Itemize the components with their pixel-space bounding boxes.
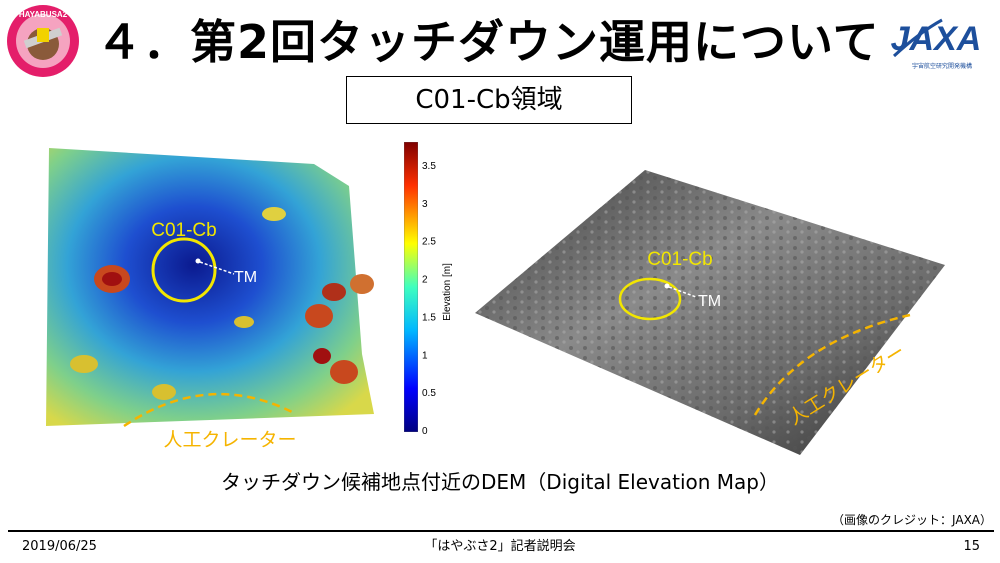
relief-tm-dot	[664, 283, 670, 289]
dem-region-circle	[151, 237, 217, 303]
footer-event: 「はやぶさ2」記者説明会	[424, 539, 576, 554]
image-credit: （画像のクレジット：JAXA）	[832, 513, 992, 527]
colorbar-tick-label: 0.5	[422, 388, 436, 399]
colorbar-tick-labels: 3.5 3 2.5 2 1.5 1 0.5 0	[422, 161, 436, 437]
region-subtitle-box: C01-Cb領域	[346, 76, 632, 124]
dem-crater-label: 人工クレーター	[163, 429, 296, 451]
elevation-colorbar	[404, 142, 418, 432]
colorbar-tick-label: 3.5	[422, 161, 436, 172]
figure-caption: タッチダウン候補地点付近のDEM（Digital Elevation Map）	[221, 470, 779, 494]
colorbar-tick-label: 2.5	[422, 237, 436, 248]
colorbar-label: Elevation [m]	[442, 263, 453, 321]
relief-3d-render: C01-Cb TM 人工クレーター	[475, 170, 945, 455]
dem-tm-leader	[199, 261, 235, 275]
relief-tm-label: TM	[698, 293, 721, 310]
footer-divider	[8, 530, 994, 532]
relief-region-label: C01-Cb	[647, 249, 712, 270]
relief-crater-arc	[753, 313, 911, 416]
colorbar-tick-label: 2	[422, 275, 428, 286]
dem-crater-label-wrap: 人工クレーター	[163, 429, 296, 451]
colorbar-tick-label: 3	[422, 199, 428, 210]
page-number: 15	[963, 539, 980, 554]
footer-date: 2019/06/25	[22, 539, 97, 554]
relief-texture	[475, 170, 945, 455]
dem-tm-label: TM	[234, 269, 257, 286]
jaxa-logo-text: JAXA	[891, 20, 982, 58]
dem-boulders	[70, 207, 374, 400]
dem-region-label: C01-Cb	[151, 220, 216, 241]
colorbar-axis: 3.5 3 2.5 2 1.5 1 0.5 0 Elevation [m]	[422, 161, 453, 437]
colorbar-tick-label: 1.5	[422, 312, 436, 323]
dem-tm-dot	[195, 258, 201, 264]
dem-crater-arc	[123, 392, 297, 428]
jaxa-logo: JAXA 宇宙航空研究開発機構	[891, 18, 982, 70]
hayabusa2-mission-patch: HAYABUSA2	[7, 5, 79, 77]
colorbar-tick-label: 1	[422, 350, 428, 361]
jaxa-logo-subtext: 宇宙航空研究開発機構	[912, 62, 972, 70]
dem-color-map: C01-Cb TM	[46, 148, 374, 428]
relief-region-ellipse	[618, 277, 682, 321]
colorbar-tick-label: 0	[422, 426, 428, 437]
patch-text: HAYABUSA2	[19, 10, 68, 19]
slide-title: ４．第2回タッチダウン運用について	[96, 15, 880, 69]
